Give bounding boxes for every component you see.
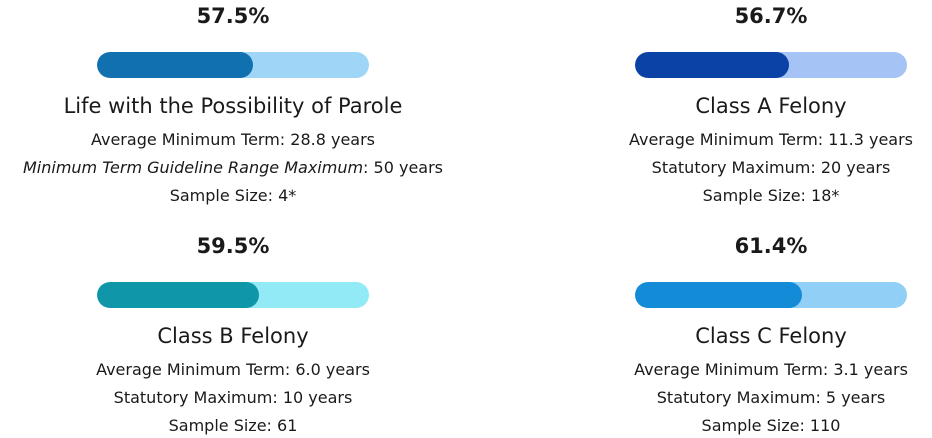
detail-line: Minimum Term Guideline Range Maximum: 50…	[0, 158, 466, 177]
progress-track	[97, 282, 369, 308]
detail-line: Sample Size: 18*	[538, 186, 932, 205]
detail-text: Average Minimum Term: 28.8 years	[90, 130, 376, 149]
detail-text: Average Minimum Term: 3.1 years	[634, 360, 908, 379]
detail-line: Statutory Maximum: 5 years	[538, 388, 932, 407]
stat-card: 59.5% Class B Felony Average Minimum Term:…	[0, 230, 466, 438]
detail-text: Average Minimum Term: 11.3 years	[628, 130, 914, 149]
percent-label: 61.4%	[734, 234, 808, 258]
detail-line: Average Minimum Term: 3.1 years	[538, 360, 932, 379]
percent-label: 59.5%	[196, 234, 270, 258]
progress-fill	[97, 52, 254, 78]
progress-fill	[97, 282, 259, 308]
detail-text: Sample Size: 110	[701, 416, 841, 435]
progress-track	[635, 52, 907, 78]
stat-card: 56.7% Class A Felony Average Minimum Term:…	[538, 0, 932, 219]
progress-fill	[635, 282, 802, 308]
detail-text: : 50 years	[363, 158, 443, 177]
detail-line: Average Minimum Term: 28.8 years	[0, 130, 466, 149]
percent-label: 56.7%	[734, 4, 808, 28]
detail-line: Statutory Maximum: 20 years	[538, 158, 932, 177]
stat-card: 61.4% Class C Felony Average Minimum Term:…	[538, 230, 932, 438]
card-title: Class C Felony	[695, 324, 847, 348]
detail-line: Average Minimum Term: 11.3 years	[538, 130, 932, 149]
detail-text: Minimum Term Guideline Range Maximum	[22, 158, 364, 177]
detail-text: Statutory Maximum: 20 years	[651, 158, 891, 177]
detail-text: Sample Size: 4*	[169, 186, 297, 205]
detail-text: Average Minimum Term: 6.0 years	[96, 360, 370, 379]
detail-text: Statutory Maximum: 5 years	[656, 388, 886, 407]
detail-line: Sample Size: 110	[538, 416, 932, 435]
detail-text: Sample Size: 18*	[702, 186, 840, 205]
detail-text: Sample Size: 61	[168, 416, 298, 435]
detail-line: Average Minimum Term: 6.0 years	[0, 360, 466, 379]
detail-line: Sample Size: 61	[0, 416, 466, 435]
progress-fill	[635, 52, 790, 78]
card-title: Class A Felony	[695, 94, 847, 118]
detail-line: Sample Size: 4*	[0, 186, 466, 205]
progress-track	[97, 52, 369, 78]
detail-text: Statutory Maximum: 10 years	[113, 388, 353, 407]
detail-line: Statutory Maximum: 10 years	[0, 388, 466, 407]
card-title: Class B Felony	[157, 324, 309, 348]
percent-label: 57.5%	[196, 4, 270, 28]
card-title: Life with the Possibility of Parole	[63, 94, 403, 118]
progress-track	[635, 282, 907, 308]
stat-card: 57.5% Life with the Possibility of Parole…	[0, 0, 466, 219]
